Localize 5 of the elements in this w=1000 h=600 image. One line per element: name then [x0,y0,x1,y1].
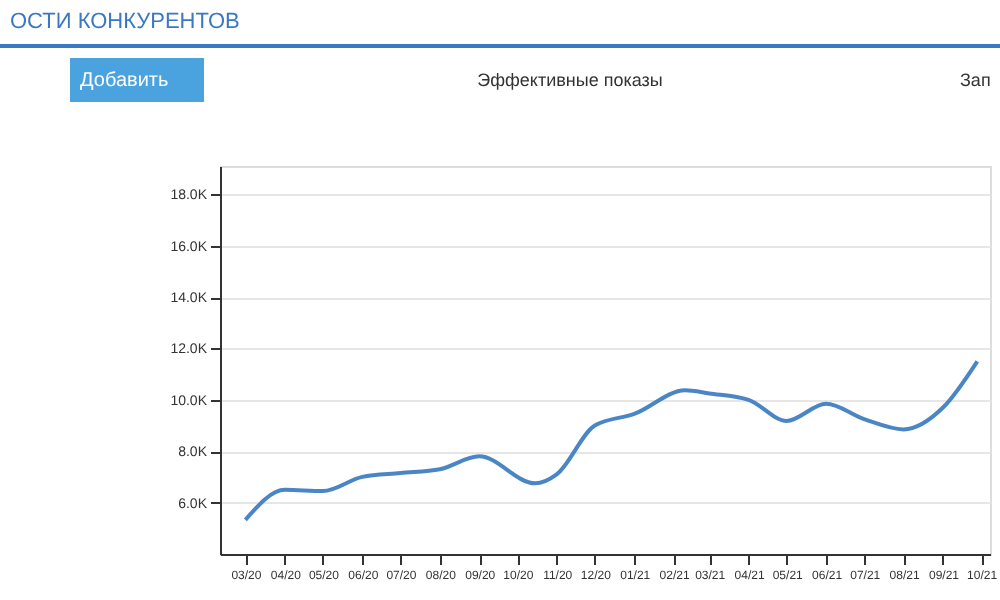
text: ОСТИ КОНКУРЕНТОВ [10,10,240,34]
text: Эффективные показы [477,70,663,90]
line-series [243,359,980,522]
text: Зап [960,70,991,90]
text: Добавить [80,70,169,92]
